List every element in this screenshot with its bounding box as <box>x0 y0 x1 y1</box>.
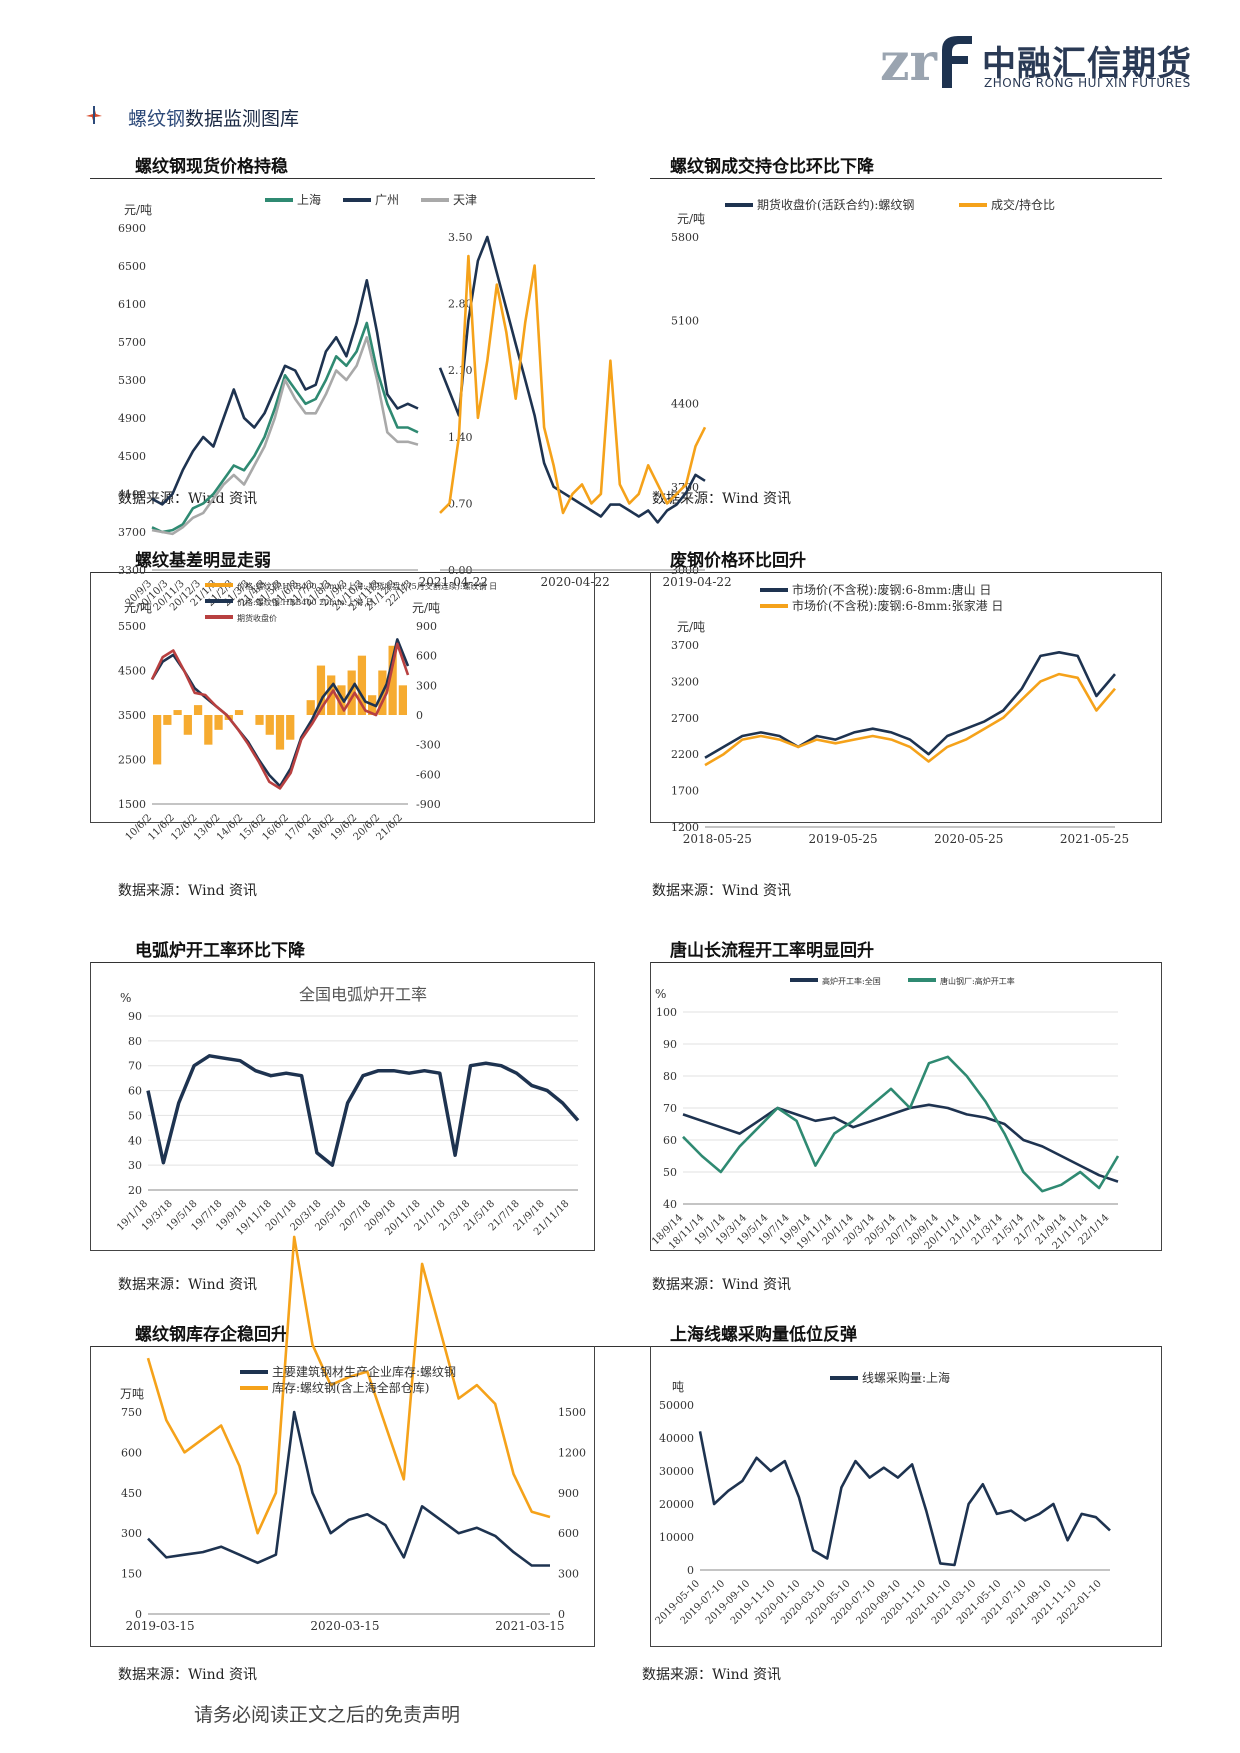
chart-frame <box>90 572 595 823</box>
chart-frame <box>650 1346 1162 1647</box>
chart-title: 螺纹钢成交持仓比环比下降 <box>670 157 874 177</box>
disclaimer-note: 请务必阅读正文之后的免责声明 <box>194 1704 461 1726</box>
svg-text:zr: zr <box>880 32 938 90</box>
title-underline <box>90 962 595 963</box>
chart-frame <box>650 572 1162 823</box>
company-name: 中融汇信期货 <box>982 44 1192 84</box>
x-tick-label: 2018-05-25 <box>683 832 752 846</box>
data-source: 数据来源：Wind 资讯 <box>652 491 792 507</box>
title-underline <box>90 572 1162 573</box>
y-tick-label: 3700 <box>118 526 146 539</box>
chart-frame <box>650 962 1162 1251</box>
title-underline <box>650 962 1162 963</box>
section-bullet-icon <box>86 106 102 124</box>
y2-tick-label: 2.10 <box>448 364 473 377</box>
chart-title: 螺纹钢现货价格持稳 <box>135 157 288 177</box>
y-tick-label: 5700 <box>118 336 146 349</box>
title-underline <box>90 1346 1162 1347</box>
chart-title: 废钢价格环比回升 <box>670 551 806 571</box>
y-tick-label: 6500 <box>118 260 146 273</box>
y-unit-label: 元/吨 <box>677 212 705 226</box>
y2-tick-label: 1.40 <box>448 431 473 444</box>
y2-tick-label: 0.70 <box>448 497 473 510</box>
y-tick-label: 4500 <box>118 450 146 463</box>
series-line <box>438 235 706 524</box>
series-line <box>151 278 419 506</box>
chart-frame <box>90 1346 595 1647</box>
chart-title: 电弧炉开工率环比下降 <box>135 941 305 961</box>
title-underline <box>90 178 595 179</box>
y-tick-label: 5800 <box>671 231 699 244</box>
legend-label: 广州 <box>375 193 399 207</box>
title-underline <box>650 572 1162 573</box>
data-source: 数据来源：Wind 资讯 <box>652 883 792 899</box>
legend-label: 成交/持仓比 <box>991 197 1055 212</box>
data-source: 数据来源：Wind 资讯 <box>642 1667 782 1683</box>
section-title: 螺纹钢数据监测图库 <box>128 108 300 130</box>
legend-label: 上海 <box>297 192 321 207</box>
y-tick-label: 4900 <box>118 412 146 425</box>
series-line <box>439 254 707 515</box>
title-underline <box>650 1346 1162 1347</box>
x-tick-label: 2019-05-25 <box>808 832 877 846</box>
x-tick-label: 2021-05-25 <box>1060 832 1129 846</box>
company-name-en: ZHONG RONG HUI XIN FUTURES <box>984 76 1191 90</box>
data-source: 数据来源：Wind 资讯 <box>118 1667 258 1683</box>
legend-label: 天津 <box>453 193 477 207</box>
x-tick-label: 2020-05-25 <box>934 832 1003 846</box>
y2-tick-label: 3.50 <box>448 231 473 244</box>
y-tick-label: 6100 <box>118 298 146 311</box>
y-tick-label: 4400 <box>671 398 699 411</box>
y2-tick-label: 2.80 <box>448 298 473 311</box>
legend-label: 期货收盘价(活跃合约):螺纹钢 <box>757 197 914 212</box>
company-logo-icon: zr <box>880 32 972 90</box>
data-source: 数据来源：Wind 资讯 <box>652 1277 792 1293</box>
title-underline <box>650 178 1162 179</box>
data-source: 数据来源：Wind 资讯 <box>118 883 258 899</box>
data-source: 数据来源：Wind 资讯 <box>118 1277 258 1293</box>
y-tick-label: 5300 <box>118 374 146 387</box>
chart-title: 螺纹钢库存企稳回升 <box>135 1325 288 1345</box>
y-tick-label: 5100 <box>671 314 699 327</box>
data-source: 数据来源：Wind 资讯 <box>118 491 258 507</box>
y-tick-label: 6900 <box>118 222 146 235</box>
chart-title: 螺纹基差明显走弱 <box>135 551 271 571</box>
chart-title: 唐山长流程开工率明显回升 <box>670 941 874 961</box>
chart-frame <box>90 962 595 1251</box>
y-unit-label: 元/吨 <box>124 203 152 217</box>
chart-title: 上海线螺采购量低位反弹 <box>670 1325 857 1345</box>
